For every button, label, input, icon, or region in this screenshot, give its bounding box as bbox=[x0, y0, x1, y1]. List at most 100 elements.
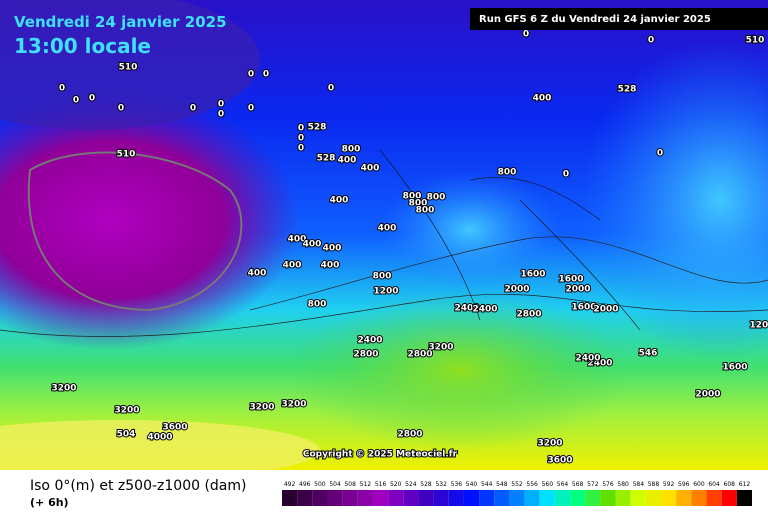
scale-label: 544 bbox=[481, 481, 493, 488]
scale-label: 580 bbox=[617, 481, 629, 488]
scale-swatch bbox=[357, 490, 373, 506]
map-label: 3200 bbox=[249, 403, 274, 413]
map-label: 400 bbox=[330, 196, 349, 206]
scale-swatch bbox=[615, 490, 631, 506]
map-label: 400 bbox=[338, 156, 357, 166]
map-label: 800 bbox=[308, 300, 327, 310]
scale-label: 516 bbox=[375, 481, 387, 488]
map-label: 400 bbox=[283, 261, 302, 271]
scale-swatch bbox=[403, 490, 419, 506]
map-label: 2800 bbox=[397, 430, 422, 440]
map-label: 800 bbox=[498, 168, 517, 178]
map-label: 4000 bbox=[147, 433, 172, 443]
map-label: 2800 bbox=[516, 310, 541, 320]
scale-label: 496 bbox=[299, 481, 311, 488]
scale-label: 500 bbox=[314, 481, 326, 488]
map-label: 400 bbox=[321, 261, 340, 271]
scale-label: 564 bbox=[557, 481, 569, 488]
color-scale: 492 496 500 504 508 512 516 520 524 528 532 536 540 5… bbox=[282, 481, 752, 506]
scale-label: 492 bbox=[284, 481, 296, 488]
scale-swatch bbox=[539, 490, 555, 506]
scale-label: 512 bbox=[360, 481, 372, 488]
map-label: 2800 bbox=[353, 350, 378, 360]
map-label: 0 bbox=[248, 70, 254, 80]
map-label: 400 bbox=[288, 235, 307, 245]
scale-label: 612 bbox=[739, 481, 751, 488]
scale-swatch bbox=[661, 490, 677, 506]
map-label: 0 bbox=[59, 84, 65, 94]
map-label: 3200 bbox=[281, 400, 306, 410]
map-label: 528 bbox=[317, 154, 336, 164]
map-label: 0 bbox=[298, 124, 304, 134]
scale-label: 508 bbox=[344, 481, 356, 488]
scale-swatch bbox=[463, 490, 480, 506]
scale-swatch bbox=[297, 490, 313, 506]
scale-swatch bbox=[312, 490, 328, 506]
map-label: 0 bbox=[263, 70, 269, 80]
map-label: 0 bbox=[657, 149, 663, 159]
map-label: 0 bbox=[648, 36, 654, 46]
scale-label: 552 bbox=[511, 481, 523, 488]
scale-swatch bbox=[479, 490, 495, 506]
scale-label: 548 bbox=[496, 481, 508, 488]
map-label: 3200 bbox=[114, 406, 139, 416]
map-label: 2400 bbox=[575, 354, 600, 364]
scale-swatch bbox=[388, 490, 404, 506]
map-label: 3600 bbox=[547, 456, 572, 466]
map-label: 400 bbox=[323, 244, 342, 254]
scale-label: 572 bbox=[587, 481, 599, 488]
scale-swatch bbox=[570, 490, 586, 506]
scale-swatch bbox=[645, 490, 662, 506]
map-label: 2000 bbox=[565, 285, 590, 295]
scale-label: 608 bbox=[724, 481, 736, 488]
map-label: 400 bbox=[248, 269, 267, 279]
map-label: 400 bbox=[378, 224, 397, 234]
scale-label: 596 bbox=[678, 481, 690, 488]
map-label: 0 bbox=[73, 96, 79, 106]
scale-swatch bbox=[372, 490, 389, 506]
map-label: 400 bbox=[361, 164, 380, 174]
scale-swatch bbox=[736, 490, 752, 506]
scale-label: 588 bbox=[648, 481, 660, 488]
scale-label: 600 bbox=[693, 481, 705, 488]
scale-label: 528 bbox=[420, 481, 432, 488]
map-label: 1600 bbox=[520, 270, 545, 280]
scale-label: 536 bbox=[451, 481, 463, 488]
map-label: 3600 bbox=[162, 423, 187, 433]
map-label: 800 bbox=[427, 193, 446, 203]
scale-label: 584 bbox=[633, 481, 645, 488]
scale-label: 568 bbox=[572, 481, 584, 488]
scale-swatch bbox=[433, 490, 449, 506]
scale-swatch bbox=[418, 490, 434, 506]
scale-swatch bbox=[342, 490, 358, 506]
scale-swatch bbox=[630, 490, 646, 506]
scale-label: 540 bbox=[466, 481, 478, 488]
map-background bbox=[0, 0, 768, 480]
map-label: 3200 bbox=[428, 343, 453, 353]
map-label: 2000 bbox=[504, 285, 529, 295]
map-label: 510 bbox=[746, 36, 765, 46]
map-label: 2000 bbox=[593, 305, 618, 315]
scale-swatch bbox=[691, 490, 707, 506]
scale-swatch bbox=[600, 490, 616, 506]
map-label: 528 bbox=[308, 123, 327, 133]
copyright: Copyright © 2025 Meteociel.fr bbox=[303, 450, 458, 460]
scale-label: 604 bbox=[708, 481, 720, 488]
map-label: 2000 bbox=[695, 390, 720, 400]
scale-swatch bbox=[554, 490, 571, 506]
scale-label: 520 bbox=[390, 481, 402, 488]
map-label: 1200 bbox=[373, 287, 398, 297]
map-label: 0 bbox=[563, 170, 569, 180]
map-label: 0 bbox=[298, 134, 304, 144]
map-label: 800 bbox=[409, 199, 428, 209]
scale-label: 524 bbox=[405, 481, 417, 488]
scale-swatch bbox=[676, 490, 692, 506]
scale-swatch bbox=[524, 490, 540, 506]
map-label: 2400 bbox=[472, 305, 497, 315]
date-label: Vendredi 24 janvier 2025 bbox=[14, 13, 227, 31]
map-label: 0 bbox=[248, 104, 254, 114]
map-label: 546 bbox=[639, 349, 658, 359]
